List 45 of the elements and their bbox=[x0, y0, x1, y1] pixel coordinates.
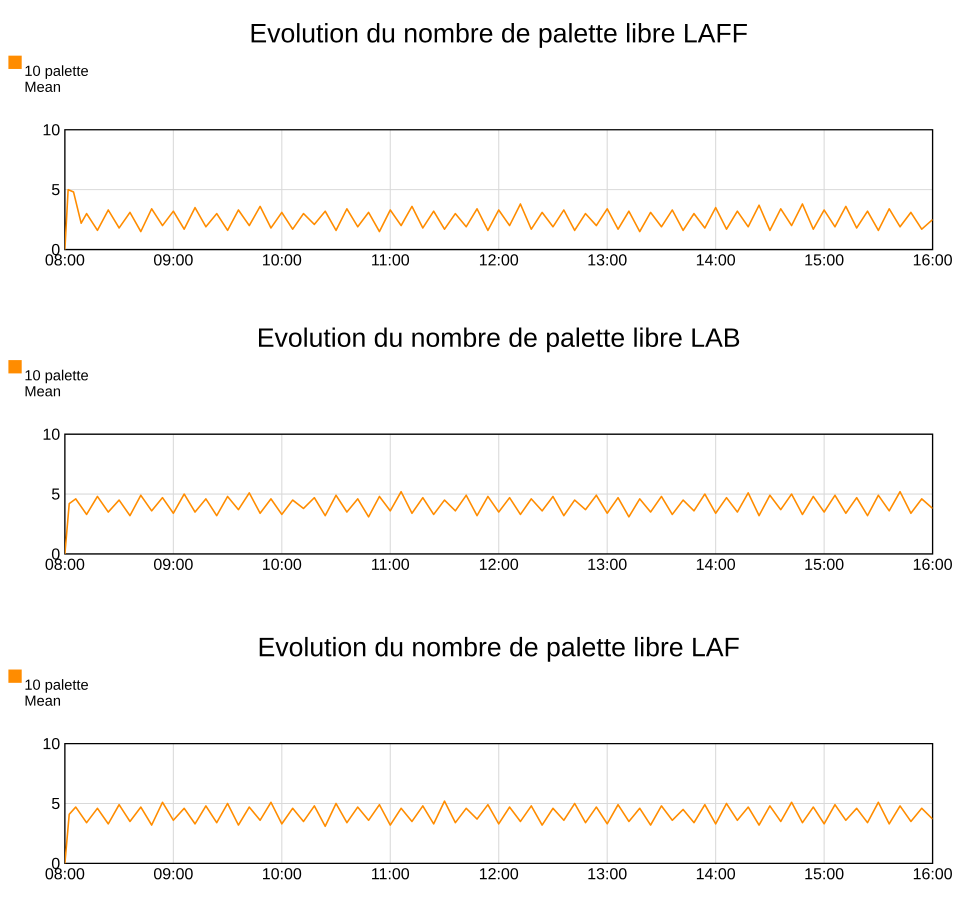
x-tick-label: 11:00 bbox=[372, 558, 410, 570]
legend-label: 10 palette Mean bbox=[25, 65, 88, 92]
x-tick-label: 12:00 bbox=[480, 868, 518, 880]
x-tick-label: 12:00 bbox=[480, 254, 518, 266]
x-tick-label: 11:00 bbox=[372, 868, 410, 880]
y-tick-label: 10 bbox=[44, 428, 60, 440]
x-tick-label: 15:00 bbox=[805, 868, 844, 880]
x-tick-label: 08:00 bbox=[46, 254, 84, 266]
x-tick-label: 13:00 bbox=[588, 254, 627, 266]
y-tick-label: 10 bbox=[44, 124, 60, 136]
x-tick-label: 15:00 bbox=[805, 254, 844, 266]
x-tick-label: 13:00 bbox=[588, 558, 627, 570]
x-tick-label: 08:00 bbox=[46, 868, 84, 880]
line-series bbox=[64, 800, 933, 864]
chart-title: Evolution du nombre de palette libre LAB bbox=[259, 327, 740, 352]
x-tick-label: 14:00 bbox=[696, 254, 736, 266]
chart-title: Evolution du nombre de palette libre LAFF bbox=[252, 22, 747, 48]
x-tick-label: 09:00 bbox=[154, 868, 193, 880]
y-tick-label: 10 bbox=[44, 738, 60, 750]
x-tick-label: 11:00 bbox=[372, 254, 410, 266]
line-series bbox=[64, 188, 933, 250]
legend-label: 10 palette Mean bbox=[25, 678, 88, 706]
x-tick-label: 10:00 bbox=[263, 254, 302, 266]
x-tick-label: 12:00 bbox=[480, 558, 518, 570]
x-tick-label: 09:00 bbox=[154, 558, 193, 570]
y-tick-label: 5 bbox=[52, 488, 60, 500]
y-tick-label: 0 bbox=[52, 244, 60, 256]
line-series bbox=[64, 490, 933, 554]
chart-title: Evolution du nombre de palette libre LAF bbox=[260, 636, 739, 662]
y-tick-label: 5 bbox=[52, 798, 60, 809]
x-tick-label: 09:00 bbox=[154, 254, 193, 266]
x-tick-label: 10:00 bbox=[263, 558, 302, 570]
x-tick-label: 16:00 bbox=[914, 868, 952, 880]
x-tick-label: 10:00 bbox=[263, 868, 302, 880]
x-tick-label: 16:00 bbox=[914, 254, 952, 266]
x-tick-label: 15:00 bbox=[805, 558, 844, 570]
legend-label: 10 palette Mean bbox=[25, 370, 88, 396]
x-tick-label: 14:00 bbox=[696, 558, 736, 570]
x-tick-label: 13:00 bbox=[588, 868, 627, 880]
y-tick-label: 0 bbox=[52, 858, 60, 869]
x-tick-label: 16:00 bbox=[914, 558, 952, 570]
y-tick-label: 0 bbox=[52, 548, 60, 560]
y-tick-label: 5 bbox=[52, 184, 60, 196]
x-tick-label: 08:00 bbox=[46, 558, 84, 570]
x-tick-label: 14:00 bbox=[696, 868, 736, 880]
